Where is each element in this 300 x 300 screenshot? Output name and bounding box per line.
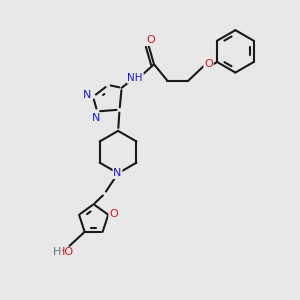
Text: O: O (204, 59, 213, 69)
Text: H: H (53, 248, 61, 257)
Text: N: N (92, 113, 100, 123)
Text: N: N (82, 90, 91, 100)
Text: NH: NH (128, 73, 143, 83)
Text: HO: HO (57, 248, 74, 257)
Text: O: O (146, 35, 155, 45)
Text: N: N (113, 168, 122, 178)
Text: O: O (109, 209, 118, 219)
